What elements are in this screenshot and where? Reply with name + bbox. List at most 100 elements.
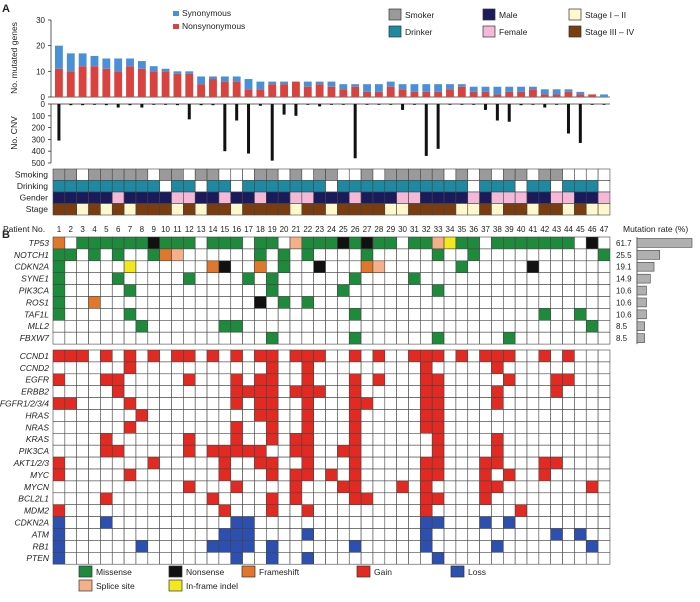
bar-syn-7 xyxy=(126,58,134,67)
cell-mut-TP53-2 xyxy=(64,236,77,250)
cell-cnv-CDKN2A-14 xyxy=(206,516,220,529)
cell-cnv-MYCN-45 xyxy=(574,480,587,494)
cell-mut-TAF1L-9 xyxy=(147,308,160,321)
cell-cnv-CDKN2A-33 xyxy=(431,516,445,529)
cell-mut-FBXW7-29 xyxy=(384,331,397,345)
cell-mut-PIK3CA-2 xyxy=(64,284,77,297)
bar-nonsyn-2 xyxy=(66,71,75,97)
cell-mut-NOTCH1-39 xyxy=(502,248,516,262)
gene-label-cnv-PIK3CA: PIK3CA xyxy=(19,446,50,456)
cell-gender-25 xyxy=(337,191,350,204)
cell-stage-23 xyxy=(313,203,326,216)
cell-cnv-CCND1-32 xyxy=(420,349,433,363)
cell-mut-SYNE1-43 xyxy=(550,272,563,285)
cell-cnv-ERBB2-16 xyxy=(230,385,243,398)
cell-cnv-CDKN2A-22 xyxy=(301,516,315,529)
bar-syn-31 xyxy=(410,84,419,92)
cell-mut-SYNE1-10 xyxy=(159,272,172,285)
cell-cnv-KRAS-22 xyxy=(301,432,315,446)
cell-mut-MLL2-5 xyxy=(100,319,113,333)
cell-mut-NOTCH1-14 xyxy=(206,248,220,262)
cell-cnv-PIK3CA-11 xyxy=(171,444,184,458)
cell-cnv-CCND2-24 xyxy=(325,361,338,375)
bar-syn-28 xyxy=(374,84,383,92)
cell-mut-NOTCH1-42 xyxy=(538,248,551,262)
cell-mut-ROS1-24 xyxy=(325,296,338,309)
cell-mut-MLL2-4 xyxy=(88,319,101,333)
cell-cnv-EGFR-13 xyxy=(194,373,208,386)
cell-stage-22 xyxy=(301,203,315,216)
cell-cnv-MYC-26 xyxy=(348,468,362,482)
gene-label-mut-MLL2: MLL2 xyxy=(28,321,50,331)
bar-syn-45 xyxy=(576,91,585,95)
cell-stage-32 xyxy=(420,203,433,216)
cell-cnv-AKT1/2/3-27 xyxy=(360,456,374,470)
cell-cnv-FGFR1/2/3/4-35 xyxy=(455,397,469,410)
cell-mut-TP53-26 xyxy=(348,236,362,250)
cell-cnv-PTEN-42 xyxy=(538,551,551,565)
cell-mut-CDKN2A-6 xyxy=(111,260,125,273)
cell-cnv-CCND2-30 xyxy=(396,361,409,375)
cell-cnv-NRAS-8 xyxy=(135,421,149,434)
bar-cnv-22 xyxy=(306,104,310,105)
cell-mut-SYNE1-37 xyxy=(479,272,492,285)
bar-cnv-35 xyxy=(460,104,464,105)
cell-cnv-ERBB2-28 xyxy=(372,385,386,398)
cell-cnv-FGFR1/2/3/4-10 xyxy=(159,397,172,410)
bar-cnv-32 xyxy=(424,104,428,156)
cell-gender-30 xyxy=(396,191,409,204)
cell-cnv-ATM-17 xyxy=(242,528,255,541)
cell-mut-NOTCH1-19 xyxy=(265,248,279,262)
cell-mut-MLL2-30 xyxy=(396,319,409,333)
cell-cnv-RB1-8 xyxy=(135,540,149,553)
cell-cnv-ERBB2-15 xyxy=(218,385,232,398)
cell-mut-CDKN2A-31 xyxy=(408,260,421,273)
cell-cnv-CCND1-45 xyxy=(574,349,587,363)
bar-nonsyn-9 xyxy=(149,71,158,97)
cell-mut-CDKN2A-41 xyxy=(526,260,540,273)
cell-smoking-9 xyxy=(147,168,160,181)
cell-cnv-AKT1/2/3-9 xyxy=(147,456,160,470)
cell-cnv-AKT1/2/3-14 xyxy=(206,456,220,470)
cell-cnv-EGFR-41 xyxy=(526,373,540,386)
cell-smoking-12 xyxy=(183,168,196,181)
cell-cnv-NRAS-24 xyxy=(325,421,338,434)
cell-cnv-PIK3CA-21 xyxy=(289,444,303,458)
cell-mut-SYNE1-33 xyxy=(431,272,445,285)
cell-mut-FBXW7-21 xyxy=(289,331,303,345)
cell-stage-30 xyxy=(396,203,409,216)
cell-cnv-MDM2-10 xyxy=(159,504,172,517)
cell-cnv-FGFR1/2/3/4-38 xyxy=(491,397,504,410)
cell-drinking-34 xyxy=(443,180,457,193)
cell-cnv-CCND1-47 xyxy=(597,349,611,363)
cell-cnv-ERBB2-35 xyxy=(455,385,469,398)
cell-cnv-PIK3CA-27 xyxy=(360,444,374,458)
cell-drinking-46 xyxy=(585,180,599,193)
cell-cnv-CCND1-46 xyxy=(585,349,599,363)
cell-mut-ROS1-40 xyxy=(514,296,528,309)
cell-cnv-ERBB2-44 xyxy=(562,385,575,398)
cell-cnv-CCND2-5 xyxy=(100,361,113,375)
cell-mut-NOTCH1-38 xyxy=(491,248,504,262)
cell-cnv-CCND1-38 xyxy=(491,349,504,363)
patient-number-38: 38 xyxy=(493,225,502,234)
cell-mut-NOTCH1-6 xyxy=(111,248,125,262)
cell-cnv-NRAS-35 xyxy=(455,421,469,434)
cell-cnv-KRAS-20 xyxy=(277,432,291,446)
cell-mut-PIK3CA-28 xyxy=(372,284,386,297)
patient-number-31: 31 xyxy=(410,225,419,234)
patient-number-27: 27 xyxy=(363,225,372,234)
cell-mut-FBXW7-45 xyxy=(574,331,587,345)
cell-cnv-BCL2L1-40 xyxy=(514,492,528,505)
bar-cnv-34 xyxy=(448,104,452,105)
cell-cnv-MDM2-1 xyxy=(52,504,66,517)
cell-cnv-PIK3CA-17 xyxy=(242,444,255,458)
cell-cnv-MYCN-12 xyxy=(183,480,196,494)
cell-cnv-NRAS-2 xyxy=(64,421,77,434)
cell-gender-12 xyxy=(183,191,196,204)
cell-cnv-FGFR1/2/3/4-17 xyxy=(242,397,255,410)
cell-cnv-EGFR-30 xyxy=(396,373,409,386)
cell-cnv-CCND2-19 xyxy=(265,361,279,375)
cell-gender-7 xyxy=(123,191,137,204)
